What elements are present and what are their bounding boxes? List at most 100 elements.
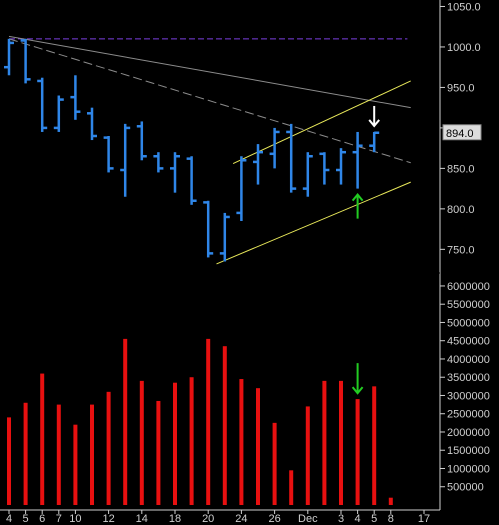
volume-bar — [40, 373, 45, 505]
price-bar — [53, 95, 64, 132]
volume-bar — [339, 380, 343, 505]
price-bar — [70, 75, 81, 120]
volume-axis: 6000000 5500000 5000000 4500000 4000000 35000… — [440, 281, 490, 494]
price-bar — [153, 152, 164, 173]
volume-bar — [289, 470, 294, 505]
price-bar — [352, 131, 363, 189]
volume-arrow-0 — [351, 363, 364, 395]
volume-tick-label: 2000000 — [447, 427, 490, 439]
price-bar — [120, 123, 131, 197]
volume-tick-label: 1500000 — [447, 445, 490, 457]
price-tick-label: 800.0 — [447, 204, 475, 216]
price-bar — [336, 148, 346, 185]
date-tick-label: 24 — [235, 513, 247, 525]
price-bar — [203, 200, 214, 258]
last-price-box — [442, 124, 482, 141]
volume-bar — [106, 391, 111, 505]
volume-bar — [222, 346, 227, 505]
volume-tick-label: 2500000 — [447, 409, 490, 421]
price-bar — [20, 38, 31, 84]
last-price-label: 894.0 — [446, 128, 474, 140]
volume-bar — [388, 497, 393, 505]
date-tick-label: 5 — [23, 513, 29, 525]
price-bar — [286, 123, 297, 193]
date-tick-label: 6 — [39, 513, 45, 525]
date-tick-label: 8 — [388, 513, 394, 525]
date-tick-label: 4 — [6, 513, 12, 525]
price-arrow-0-head — [368, 119, 380, 128]
price-bar — [87, 107, 97, 141]
date-tick-label: 12 — [102, 513, 114, 525]
price-bar — [369, 131, 380, 153]
date-tick-label: Dec — [298, 513, 318, 525]
volume-bar — [173, 382, 177, 505]
date-tick-label: 26 — [268, 513, 280, 525]
price-bar — [269, 127, 280, 169]
date-axis: 4 5 6 7 10 12 14 18 20 24 26 Dec 3 4 5 8 17 — [6, 510, 430, 525]
volume-bar — [123, 338, 128, 505]
date-tick-label: 14 — [136, 513, 148, 525]
volume-bar — [239, 379, 244, 505]
volume-tick-label: 1000000 — [447, 463, 490, 475]
price-bar — [219, 212, 230, 262]
price-bar — [136, 121, 147, 161]
trendlines — [8, 35, 411, 265]
volume-bar — [56, 404, 61, 505]
price-bar — [253, 144, 263, 185]
volume-bar — [23, 402, 28, 505]
volume-bar — [256, 388, 260, 505]
arrows — [351, 105, 380, 395]
volume-bar — [7, 417, 11, 505]
price-tick-label: 850.0 — [447, 163, 475, 175]
volume-tick-label: 500000 — [447, 482, 484, 494]
volume-tick-label: 6000000 — [447, 281, 490, 293]
date-tick-label: 7 — [56, 513, 62, 525]
price-bar — [4, 38, 14, 76]
volume-bar — [355, 399, 360, 505]
price-bar — [103, 136, 114, 173]
date-tick-label: 18 — [169, 513, 181, 525]
volume-tick-label: 5000000 — [447, 317, 490, 329]
volume-tick-label: 4500000 — [447, 336, 490, 348]
volume-bar — [90, 404, 94, 505]
price-bar — [319, 152, 330, 185]
volume-bar — [272, 422, 277, 505]
trendline-1 — [8, 35, 411, 109]
volume-bar — [139, 380, 144, 505]
volume-bar — [305, 406, 310, 505]
price-bar — [186, 156, 197, 205]
price-tick-label: 1050.0 — [447, 1, 481, 13]
volume-bar — [322, 380, 327, 505]
volume-bar — [156, 400, 161, 505]
price-arrow-1 — [351, 193, 364, 219]
volume-bar — [73, 424, 78, 505]
price-tick-label: 950.0 — [447, 82, 475, 94]
price-bar — [302, 152, 313, 197]
volume-tick-label: 3500000 — [447, 372, 490, 384]
price-bar — [236, 156, 247, 221]
trendline-4 — [232, 80, 411, 164]
volume-tick-label: 3000000 — [447, 390, 490, 402]
date-tick-label: 20 — [202, 513, 214, 525]
price-bar — [37, 77, 48, 132]
trendline-3 — [216, 181, 411, 265]
date-tick-label: 5 — [371, 513, 377, 525]
price-arrow-1-head — [351, 193, 364, 202]
price-tick-label: 750.0 — [447, 244, 475, 256]
volume-bar — [189, 377, 194, 505]
price-tick-label: 1000.0 — [447, 42, 481, 54]
volume-tick-label: 5500000 — [447, 299, 490, 311]
volume-bar — [372, 386, 377, 505]
price-bar — [170, 152, 180, 193]
volume-bar — [206, 338, 211, 505]
price-arrow-0 — [368, 105, 380, 128]
date-tick-label: 10 — [69, 513, 81, 525]
price-bars — [4, 38, 380, 262]
volume-bars — [7, 338, 393, 505]
date-tick-label: 3 — [338, 513, 344, 525]
trendline-2 — [8, 38, 411, 164]
last-price-marker: 894.0 — [442, 124, 482, 141]
date-tick-label: 4 — [355, 513, 361, 525]
